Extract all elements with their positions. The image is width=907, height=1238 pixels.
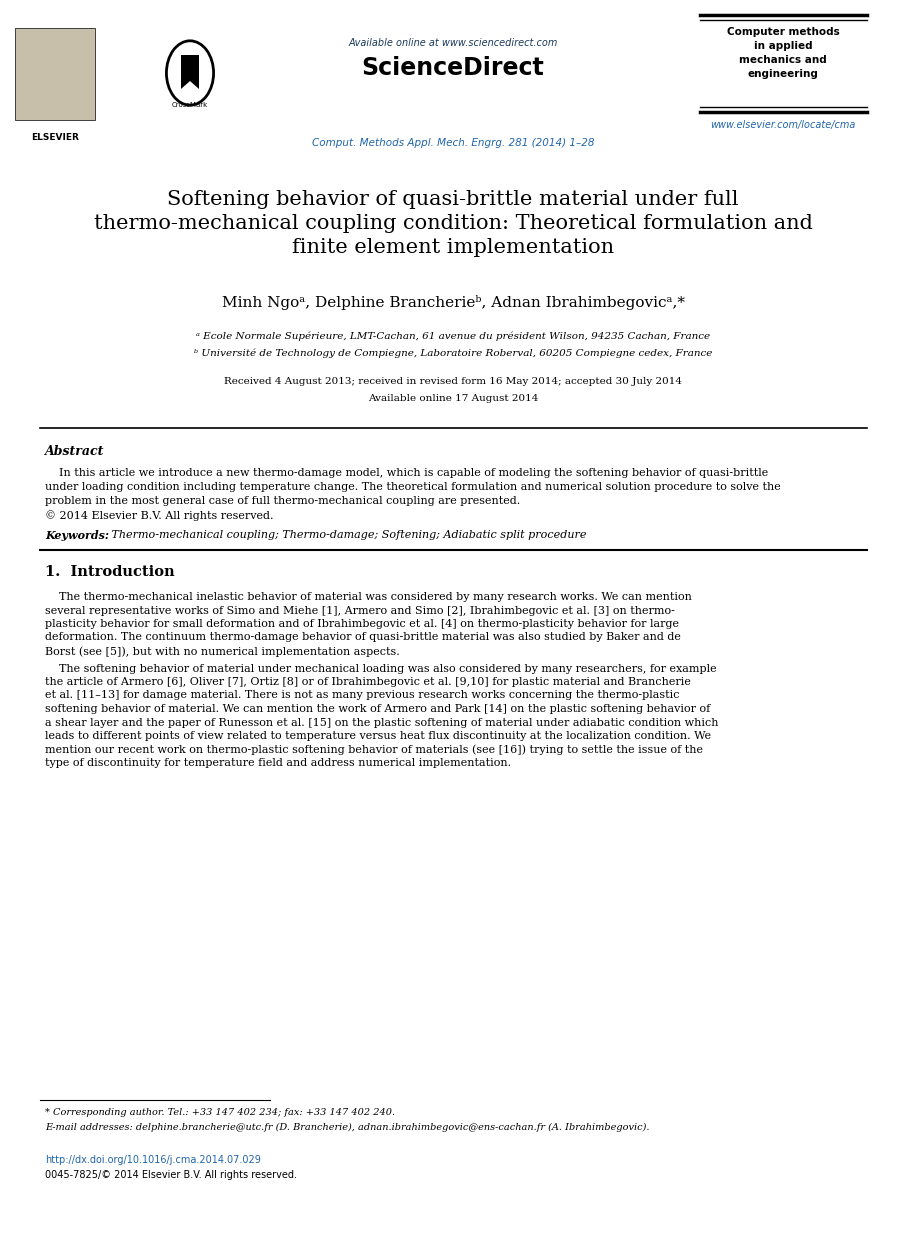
Text: Borst (see [5]), but with no numerical implementation aspects.: Borst (see [5]), but with no numerical i… <box>45 646 400 656</box>
Text: ᵃ Ecole Normale Supérieure, LMT-Cachan, 61 avenue du président Wilson, 94235 Cac: ᵃ Ecole Normale Supérieure, LMT-Cachan, … <box>196 332 710 342</box>
Text: © 2014 Elsevier B.V. All rights reserved.: © 2014 Elsevier B.V. All rights reserved… <box>45 510 274 521</box>
Text: type of discontinuity for temperature field and address numerical implementation: type of discontinuity for temperature fi… <box>45 758 512 768</box>
FancyBboxPatch shape <box>15 28 95 120</box>
Text: deformation. The continuum thermo-damage behavior of quasi-brittle material was : deformation. The continuum thermo-damage… <box>45 633 681 643</box>
Text: 0045-7825/© 2014 Elsevier B.V. All rights reserved.: 0045-7825/© 2014 Elsevier B.V. All right… <box>45 1170 297 1180</box>
Text: ScienceDirect: ScienceDirect <box>362 56 544 80</box>
Text: Minh Ngoᵃ, Delphine Brancherieᵇ, Adnan Ibrahimbegovicᵃ,*: Minh Ngoᵃ, Delphine Brancherieᵇ, Adnan I… <box>221 295 685 310</box>
Text: ᵇ Université de Technology de Compiegne, Laboratoire Roberval, 60205 Compiegne c: ᵇ Université de Technology de Compiegne,… <box>194 349 712 359</box>
Text: ELSEVIER: ELSEVIER <box>31 132 79 142</box>
Text: CrossMark: CrossMark <box>171 102 208 108</box>
Polygon shape <box>181 54 199 89</box>
Text: Abstract: Abstract <box>45 444 104 458</box>
Text: under loading condition including temperature change. The theoretical formulatio: under loading condition including temper… <box>45 482 781 491</box>
Text: finite element implementation: finite element implementation <box>292 238 614 258</box>
Text: a shear layer and the paper of Runesson et al. [15] on the plastic softening of : a shear layer and the paper of Runesson … <box>45 718 718 728</box>
Text: plasticity behavior for small deformation and of Ibrahimbegovic et al. [4] on th: plasticity behavior for small deformatio… <box>45 619 679 629</box>
Text: The softening behavior of material under mechanical loading was also considered : The softening behavior of material under… <box>45 664 717 673</box>
Text: Comput. Methods Appl. Mech. Engrg. 281 (2014) 1–28: Comput. Methods Appl. Mech. Engrg. 281 (… <box>312 137 594 149</box>
Text: et al. [11–13] for damage material. There is not as many previous research works: et al. [11–13] for damage material. Ther… <box>45 691 679 701</box>
Text: 1.  Introduction: 1. Introduction <box>45 565 175 579</box>
Text: www.elsevier.com/locate/cma: www.elsevier.com/locate/cma <box>710 120 855 130</box>
Text: problem in the most general case of full thermo-mechanical coupling are presente: problem in the most general case of full… <box>45 496 521 506</box>
Text: The thermo-mechanical inelastic behavior of material was considered by many rese: The thermo-mechanical inelastic behavior… <box>45 592 692 602</box>
Text: mention our recent work on thermo-plastic softening behavior of materials (see [: mention our recent work on thermo-plasti… <box>45 744 703 755</box>
Text: http://dx.doi.org/10.1016/j.cma.2014.07.029: http://dx.doi.org/10.1016/j.cma.2014.07.… <box>45 1155 261 1165</box>
Text: Softening behavior of quasi-brittle material under full: Softening behavior of quasi-brittle mate… <box>167 189 738 209</box>
Text: Available online 17 August 2014: Available online 17 August 2014 <box>368 394 538 404</box>
Text: Received 4 August 2013; received in revised form 16 May 2014; accepted 30 July 2: Received 4 August 2013; received in revi… <box>224 378 682 386</box>
Text: the article of Armero [6], Oliver [7], Ortiz [8] or of Ibrahimbegovic et al. [9,: the article of Armero [6], Oliver [7], O… <box>45 677 691 687</box>
Text: Available online at www.sciencedirect.com: Available online at www.sciencedirect.co… <box>348 38 558 48</box>
Text: Keywords:: Keywords: <box>45 530 109 541</box>
Text: E-mail addresses: delphine.brancherie@utc.fr (D. Brancherie), adnan.ibrahimbegov: E-mail addresses: delphine.brancherie@ut… <box>45 1123 649 1132</box>
Text: Computer methods
in applied
mechanics and
engineering: Computer methods in applied mechanics an… <box>727 27 839 79</box>
Text: thermo-mechanical coupling condition: Theoretical formulation and: thermo-mechanical coupling condition: Th… <box>93 214 813 233</box>
Text: In this article we introduce a new thermo-damage model, which is capable of mode: In this article we introduce a new therm… <box>45 468 768 478</box>
Text: softening behavior of material. We can mention the work of Armero and Park [14] : softening behavior of material. We can m… <box>45 704 710 714</box>
Text: several representative works of Simo and Miehe [1], Armero and Simo [2], Ibrahim: several representative works of Simo and… <box>45 605 675 615</box>
Text: * Corresponding author. Tel.: +33 147 402 234; fax: +33 147 402 240.: * Corresponding author. Tel.: +33 147 40… <box>45 1108 395 1117</box>
Text: leads to different points of view related to temperature versus heat flux discon: leads to different points of view relate… <box>45 730 711 742</box>
Text: Thermo-mechanical coupling; Thermo-damage; Softening; Adiabatic split procedure: Thermo-mechanical coupling; Thermo-damag… <box>108 530 587 540</box>
